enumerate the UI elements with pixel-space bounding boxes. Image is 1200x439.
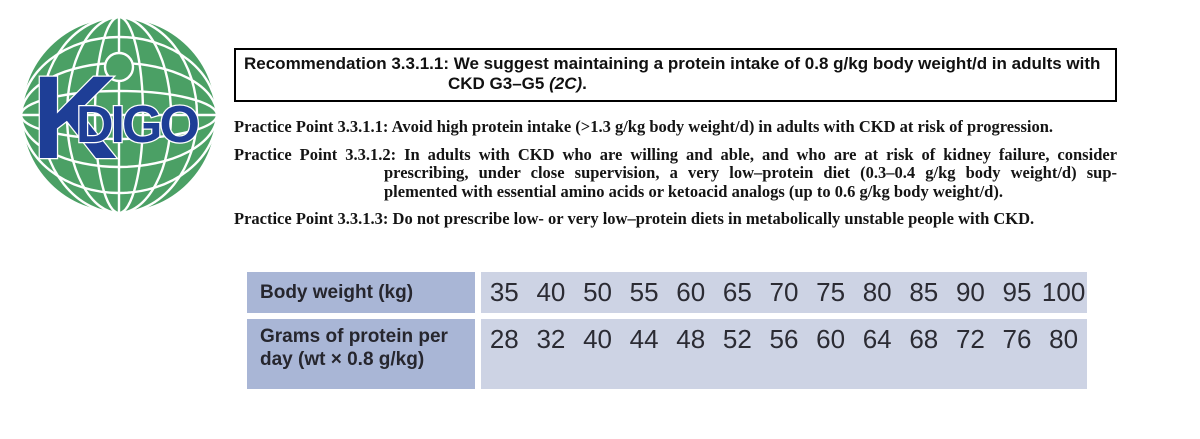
practice-point-text: Avoid high protein intake (>1.3 g/kg bod… [391,117,1054,136]
practice-point-line: Practice Point 3.3.1.2: In adults with C… [234,144,1118,165]
practice-point-text: Do not prescribe low- or very low–protei… [392,209,1035,228]
recommendation-line2-text: CKD G3–G5 [448,74,550,93]
table-cell: 50 [583,277,612,307]
recommendation-line1: Recommendation 3.3.1.1: We suggest maint… [244,54,1101,73]
practice-point-label: Practice Point 3.3.1.1: [234,117,389,136]
row-values-body-weight: 35 40 50 55 60 65 70 75 80 85 90 95 100 [481,272,1087,313]
table-cell: 40 [583,324,612,354]
table-row-body-weight: Body weight (kg) 35 40 50 55 60 65 70 75… [247,272,1087,313]
recommendation-box: Recommendation 3.3.1.1: We suggest maint… [234,48,1117,102]
table-cell: 48 [676,324,706,354]
evidence-grade: (2C) [549,74,583,93]
table-cell: 100 [1041,277,1086,307]
table-cell: 72 [955,324,985,354]
practice-point-label: Practice Point 3.3.1.3: [234,209,389,228]
practice-point-label: Practice Point 3.3.1.2: [234,144,397,164]
table-cell: 65 [722,277,752,307]
table-cell: 55 [629,277,659,307]
table-cell: 90 [955,277,985,307]
practice-point-text: In adults with CKD who are willing and a… [404,144,1118,164]
recommendation-line2-period: . [582,74,587,93]
table-cell: 60 [816,324,846,354]
table-cell: 75 [816,277,846,307]
practice-point-line: Practice Point 3.3.1.3: Do not prescribe… [234,209,1117,229]
table-cell: 95 [1002,277,1032,307]
table-row-protein-grams: Grams of protein per day (wt × 0.8 g/kg)… [247,319,1087,389]
table-cell: 56 [769,324,799,354]
protein-intake-table: Body weight (kg) 35 40 50 55 60 65 70 75… [247,272,1087,389]
practice-point-3312: Practice Point 3.3.1.2: In adults with C… [234,144,1118,202]
row-header-protein-grams: Grams of protein per day (wt × 0.8 g/kg) [247,319,475,389]
table-cell: 68 [909,324,939,354]
table-cell: 44 [629,324,659,354]
logo-letter-k: K [32,52,117,184]
table-cell: 35 [489,277,519,307]
row-values-protein-grams: 28 32 40 44 48 52 56 60 64 68 72 76 80 [481,319,1087,389]
table-cell: 80 [1049,324,1079,354]
table-cell: 70 [769,277,799,307]
table-cell: 64 [862,324,892,354]
table-cell: 80 [862,277,892,307]
guideline-text-column: Recommendation 3.3.1.1: We suggest maint… [234,48,1117,229]
practice-point-line: Practice Point 3.3.1.1: Avoid high prote… [234,117,1117,137]
practice-point-line: prescribing, under close supervision, a … [384,163,1117,182]
practice-point-3313: Practice Point 3.3.1.3: Do not prescribe… [234,209,1117,229]
recommendation-line2: CKD G3–G5 (2C). [244,74,1107,94]
table-cell: 40 [536,277,566,307]
table-cell: 28 [489,324,519,354]
practice-point-line: plemented with essential amino acids or … [384,181,1003,201]
table-cell: 76 [1002,324,1032,354]
table-cell: 85 [909,277,939,307]
practice-point-3311: Practice Point 3.3.1.1: Avoid high prote… [234,117,1117,137]
practice-points: Practice Point 3.3.1.1: Avoid high prote… [234,117,1118,229]
logo-letters-digo: DIGO [76,96,198,154]
table-cell: 52 [722,324,752,354]
table-cell: 32 [536,324,566,354]
kdigo-logo: K DIGO [14,12,224,222]
row-header-body-weight: Body weight (kg) [247,272,475,313]
table-cell: 60 [676,277,706,307]
kdigo-globe-icon: K DIGO [19,15,219,215]
